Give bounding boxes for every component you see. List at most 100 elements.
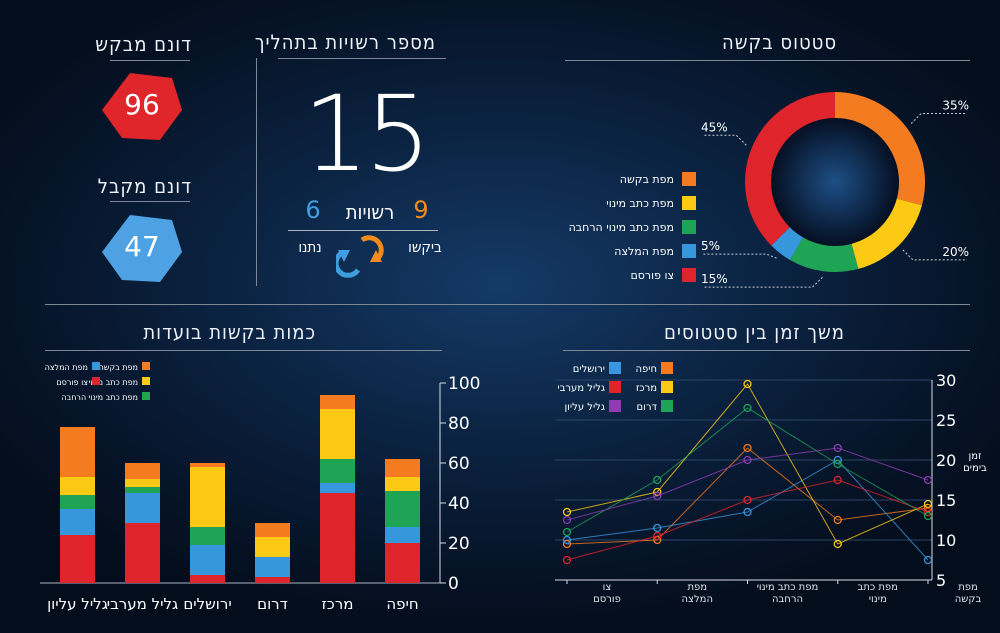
requested-badge [102,73,182,140]
requested-label: ביקשו [408,238,442,256]
bar-segment [125,487,160,493]
donut-data-label: 20% [942,245,969,259]
bar-segment [255,537,290,557]
bar-segment [190,545,225,575]
bar-legend-swatch [142,392,150,400]
line-y-tick-label: 15 [936,491,956,510]
bar-legend-label: מפת כתב מינוי הרחבה [61,393,138,402]
line-series [566,407,929,533]
line-x-tick-label: מפת כתב מינוי הרחבה [757,582,819,605]
committees-title-underline [45,350,442,351]
line-point [833,459,842,469]
donut-slice [771,227,803,260]
requested-title-underline [110,60,190,61]
bar-segment [255,523,290,537]
bar-segment [125,523,160,583]
line-x-tick-label: צו פורסם [593,582,621,605]
line-point [562,539,572,549]
bar-segment [60,535,95,583]
donut-slice [745,92,835,246]
bar-segment [60,427,95,477]
bar-legend-label: מפת המלצה [45,363,88,372]
requested-count: 9 [413,196,429,224]
line-x-tick-label: מפת בקשה [955,582,982,605]
permits-total: 15 [302,73,431,195]
line-point [562,555,572,565]
legend-swatch [682,172,696,186]
bar-legend-label: מפת בקשה [99,363,138,372]
legend-label: מפת המלצה [614,245,674,258]
duration-title-underline [563,350,970,351]
bar-segment [255,577,290,583]
line-legend-label: חיפה [635,364,657,375]
donut-leader [902,249,967,261]
line-point [562,507,572,517]
exchange-icon [336,235,384,278]
legend-swatch [682,268,696,282]
donut-data-label: 15% [701,272,728,286]
line-point [562,527,572,537]
bar-segment [60,509,95,535]
bar-segment [385,459,420,477]
received-badge-shape [102,215,182,282]
bar-segment [385,543,420,583]
line-x-tick-label: מפת המלצה [682,582,713,605]
bar-segment [320,493,355,583]
line-y-tick-label: 30 [936,371,956,390]
line-point [743,379,752,389]
received-badge [102,215,182,282]
line-legend-label: גליל עליון [564,402,605,413]
permits-word: רשויות [345,200,395,224]
line-legend-swatch [661,362,673,374]
status-title: סטטוס בקשה [722,30,837,54]
duration-line-chart: 5 10 15 20 25 30 צו פורסם מפת המלצה מפת כתב מינוי ה… [555,362,987,605]
legend-swatch [682,220,696,234]
bar-x-tick-label: חיפה [386,595,418,613]
line-legend-label: דרום [637,402,658,413]
status-title-underline [565,60,970,61]
line-y-tick-label: 10 [936,531,956,550]
line-point [923,511,933,521]
line-point [653,531,662,541]
donut-slice [835,92,925,206]
line-series [566,459,929,561]
bar-segment [255,557,290,577]
permits-title: מספר רשויות בתהליך [254,30,436,54]
given-label: נתנו [298,238,322,256]
bar-segment [320,459,355,483]
donut-leader [703,276,823,288]
line-point [562,535,572,545]
donut-slice [851,198,922,269]
bar-x-tick-label: ירושלים [183,595,231,613]
line-point [833,475,842,485]
bar-segment [190,575,225,583]
bar-segment [190,463,225,467]
given-count: 6 [305,196,321,224]
line-legend-swatch [609,400,621,412]
donut-data-label: 45% [701,120,728,134]
bar-segment [60,477,95,495]
legend-label: צו פורסם [630,269,674,282]
line-point [653,523,662,533]
bar-segment [60,495,95,509]
line-y-tick-label: 20 [936,451,956,470]
bar-legend-swatch [142,377,150,385]
bar-segment [125,463,160,479]
bar-legend-swatch [142,362,150,370]
line-y-tick-label: 5 [936,571,946,590]
line-legend-swatch [609,362,621,374]
bar-segment [190,467,225,527]
donut-center [771,118,899,246]
bar-y-tick-label: 80 [448,414,470,434]
line-y-tick-label: 25 [936,411,956,430]
donut-data-label: 35% [942,99,969,113]
line-point [743,455,752,465]
line-series [566,383,929,545]
bar-segment [385,491,420,527]
bar-segment [320,395,355,409]
line-point [653,491,662,501]
bar-y-tick-label: 0 [448,574,459,594]
bar-y-tick-label: 100 [448,374,480,394]
line-point [833,539,842,549]
line-point [743,495,752,505]
